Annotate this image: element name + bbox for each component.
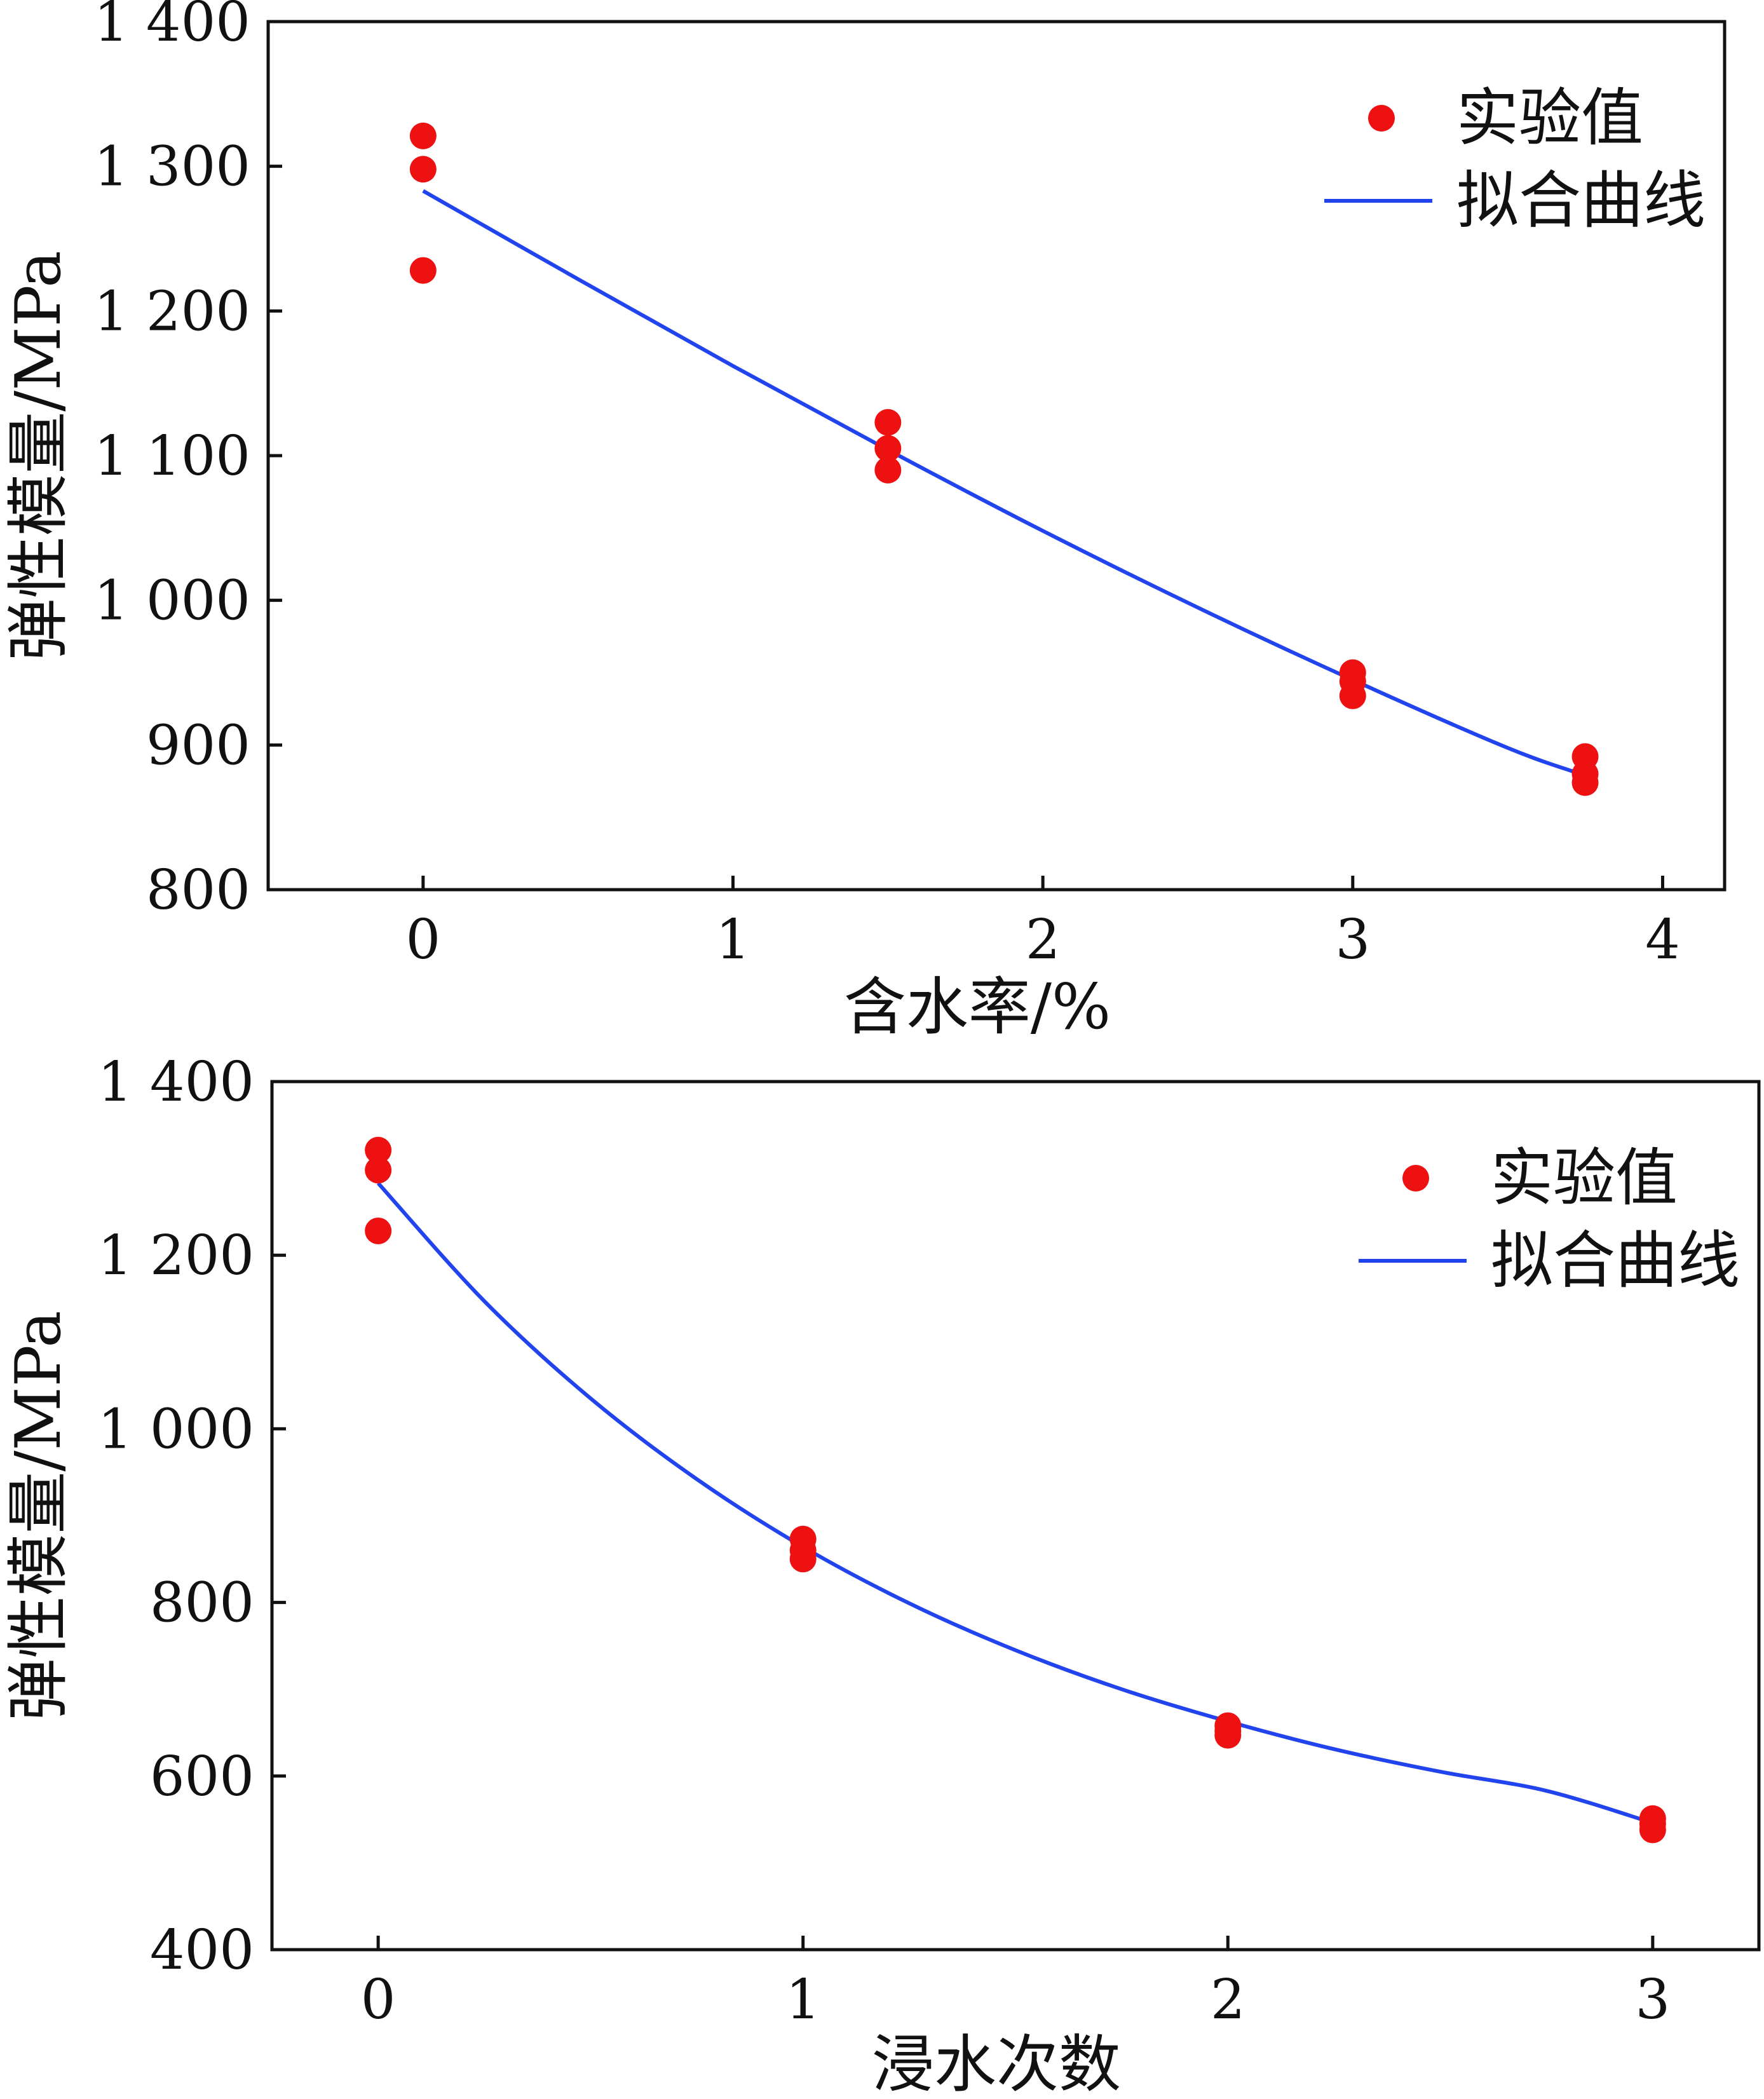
- y-tick-label: 900: [146, 714, 250, 777]
- plot-frame: [270, 1080, 1761, 1952]
- data-point: [365, 1217, 392, 1244]
- x-axis-title: 浸水次数: [872, 2028, 1121, 2096]
- y-tick-label: 1 000: [94, 569, 250, 633]
- legend-marker-points: [1368, 105, 1395, 132]
- x-tick-label: 1: [716, 908, 750, 972]
- x-tick-label: 0: [405, 908, 440, 972]
- y-tick-label: 400: [150, 1919, 254, 1982]
- y-tick-label: 1 200: [94, 280, 250, 343]
- chart-panel-1: 0 1 2 3 4 800 900 1 000 1 100 1 200 1 300 1 400 含水率/…: [3, 0, 1727, 1043]
- data-point: [1639, 1816, 1666, 1844]
- y-tick-label: 1 100: [94, 425, 250, 488]
- data-point: [1339, 682, 1366, 709]
- data-point: [365, 1157, 392, 1184]
- data-point: [874, 456, 902, 484]
- fit-curve: [422, 189, 1586, 777]
- y-axis-title: 弹性模量/MPa: [3, 250, 75, 660]
- y-tick-label: 800: [150, 1572, 254, 1635]
- legend-label-points: 实验值: [1491, 1142, 1678, 1214]
- y-tick-label: 1 400: [98, 1050, 254, 1114]
- x-tick-label: 4: [1645, 908, 1680, 972]
- data-point: [874, 435, 902, 462]
- chart-panel-2: 0 1 2 3 400 600 800 1 000 1 200 1 400 浸水次数 弹性模量/MPa…: [3, 1050, 1761, 2099]
- data-point: [409, 156, 437, 183]
- data-point: [409, 122, 437, 149]
- legend-label-points: 实验值: [1456, 82, 1643, 154]
- data-point: [874, 409, 902, 436]
- x-tick-label: 2: [1026, 908, 1061, 972]
- y-axis-title: 弹性模量/MPa: [3, 1310, 75, 1720]
- legend-marker-points: [1402, 1165, 1429, 1192]
- y-tick-label: 1 400: [94, 0, 250, 54]
- x-axis-title: 含水率/%: [844, 971, 1111, 1043]
- legend-label-fit: 拟合曲线: [1456, 165, 1706, 237]
- legend-label-fit: 拟合曲线: [1491, 1225, 1740, 1297]
- x-tick-label: 3: [1635, 1968, 1670, 2032]
- x-tick-label: 1: [785, 1968, 820, 2032]
- y-tick-label: 1 000: [98, 1397, 254, 1461]
- data-point: [409, 257, 437, 284]
- data-point: [1214, 1722, 1242, 1749]
- x-tick-label: 3: [1335, 908, 1370, 972]
- x-tick-label: 2: [1211, 1968, 1245, 2032]
- fit-curve: [376, 1181, 1653, 1825]
- y-tick-label: 1 200: [98, 1224, 254, 1287]
- y-tick-label: 800: [146, 859, 250, 922]
- data-point: [365, 1136, 392, 1164]
- y-tick-label: 600: [150, 1745, 254, 1809]
- data-point: [1571, 769, 1599, 796]
- y-tick-label: 1 300: [94, 135, 250, 199]
- x-tick-label: 0: [361, 1968, 396, 2032]
- data-point: [789, 1545, 817, 1573]
